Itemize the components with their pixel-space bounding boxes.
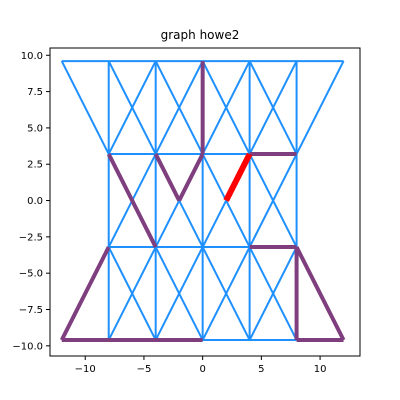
y-tick-label: −5.0 [19,269,43,280]
base-edge [248,60,298,155]
base-edge [154,60,204,155]
y-tick-label: 10.0 [21,51,43,62]
y-tick-label: 7.5 [27,87,43,98]
base-edges [60,60,345,342]
base-edge [107,246,157,341]
base-edge [60,60,110,155]
y-tick-label: 2.5 [27,160,43,171]
chart-title: graph howe2 [161,28,240,42]
base-edge [201,246,251,341]
base-edge [107,60,157,155]
y-tick-label: 0.0 [27,196,43,207]
base-edge [154,246,204,341]
x-tick-label: −10 [75,364,96,375]
path-edge [106,153,158,248]
path-edges [59,61,346,343]
path-edge [177,153,205,202]
x-tick-label: −5 [137,364,152,375]
path-edge [59,246,111,341]
highlight-edges [223,152,253,202]
x-axis-ticks: −10 −5 0 5 10 [75,356,327,375]
y-tick-label: −7.5 [19,305,43,316]
base-edge [248,153,298,248]
y-tick-label: −10.0 [12,341,43,352]
x-tick-label: 10 [314,364,327,375]
highlight-edge [223,152,253,202]
y-tick-label: 5.0 [27,123,43,134]
path-edge [153,153,181,202]
base-edge [295,60,345,155]
x-tick-label: 5 [258,364,264,375]
y-tick-label: −2.5 [19,232,43,243]
y-axis-ticks: 10.0 7.5 5.0 2.5 0.0 −2.5 −5.0 −7.5 −10.0 [12,51,50,352]
plot-area-border [49,47,361,357]
x-tick-label: 0 [199,364,205,375]
base-edge [201,60,251,155]
base-edge [248,246,298,341]
path-edge [294,246,346,341]
axes-frame [49,47,361,357]
